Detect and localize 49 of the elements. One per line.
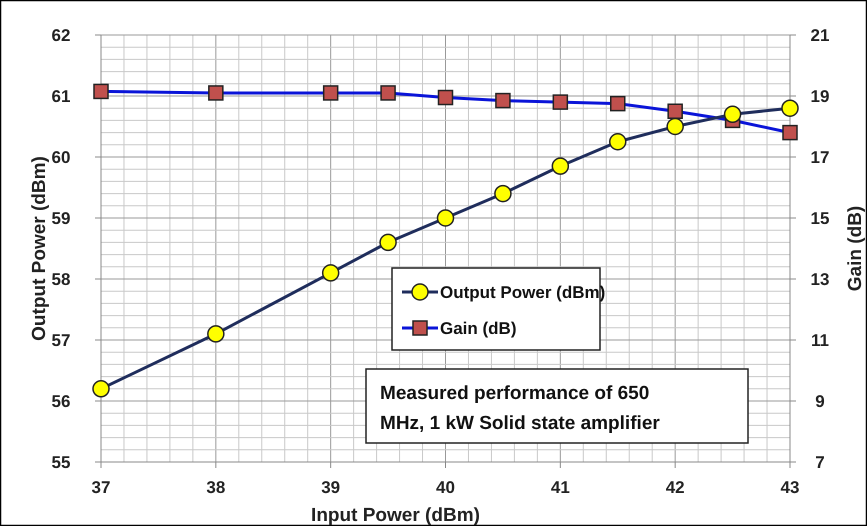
annotation: Measured performance of 650 MHz, 1 kW Solid state amplifier bbox=[380, 383, 660, 434]
y-tick-label: 61 bbox=[52, 87, 70, 106]
x-tick-label: 38 bbox=[206, 478, 226, 497]
point bbox=[379, 234, 397, 252]
y-tick-label: 57 bbox=[52, 331, 70, 350]
point bbox=[207, 325, 225, 343]
point bbox=[552, 157, 570, 175]
point bbox=[552, 94, 568, 110]
point bbox=[438, 90, 454, 106]
y2-tick-label: 11 bbox=[811, 331, 829, 350]
x-tick-label: 43 bbox=[780, 478, 800, 497]
y-tick-label: 59 bbox=[52, 209, 70, 228]
point bbox=[436, 209, 454, 227]
y2-axis-title: Gain (dB) bbox=[845, 206, 866, 292]
y-axis-title: Output Power (dBm) bbox=[29, 156, 50, 341]
legend-label: Gain (dB) bbox=[440, 319, 516, 338]
y-tick-label: 55 bbox=[52, 453, 70, 472]
y2-tick-label: 19 bbox=[810, 87, 830, 106]
point bbox=[610, 96, 626, 112]
point bbox=[380, 85, 396, 101]
point bbox=[322, 264, 340, 282]
x-tick-label: 41 bbox=[550, 478, 570, 497]
y-tick-label: 62 bbox=[52, 26, 70, 45]
point bbox=[495, 92, 511, 108]
x-tick-label: 42 bbox=[666, 478, 685, 497]
y2-tick-label: 7 bbox=[815, 453, 825, 472]
y2-tick-label: 17 bbox=[810, 148, 830, 167]
point bbox=[494, 184, 512, 202]
x-axis-title: Input Power (dBm) bbox=[311, 505, 480, 526]
point bbox=[781, 99, 799, 117]
y-tick-label: 58 bbox=[52, 270, 70, 289]
point bbox=[208, 85, 224, 101]
y2-tick-label: 15 bbox=[810, 209, 830, 228]
point bbox=[782, 124, 798, 140]
y-tick-label: 60 bbox=[52, 148, 70, 167]
point bbox=[93, 84, 109, 100]
point bbox=[724, 106, 742, 124]
point bbox=[666, 118, 684, 136]
x-tick-label: 40 bbox=[436, 478, 455, 497]
x-tick-label: 39 bbox=[321, 478, 340, 497]
y-tick-label: 56 bbox=[52, 392, 70, 411]
point bbox=[609, 133, 626, 150]
x-tick-label: 37 bbox=[92, 478, 110, 497]
y2-tick-label: 13 bbox=[810, 270, 830, 289]
y2-tick-label: 9 bbox=[815, 392, 825, 411]
point bbox=[667, 104, 683, 119]
point bbox=[92, 380, 110, 398]
y2-tick-label: 21 bbox=[810, 26, 830, 45]
point bbox=[322, 85, 338, 101]
